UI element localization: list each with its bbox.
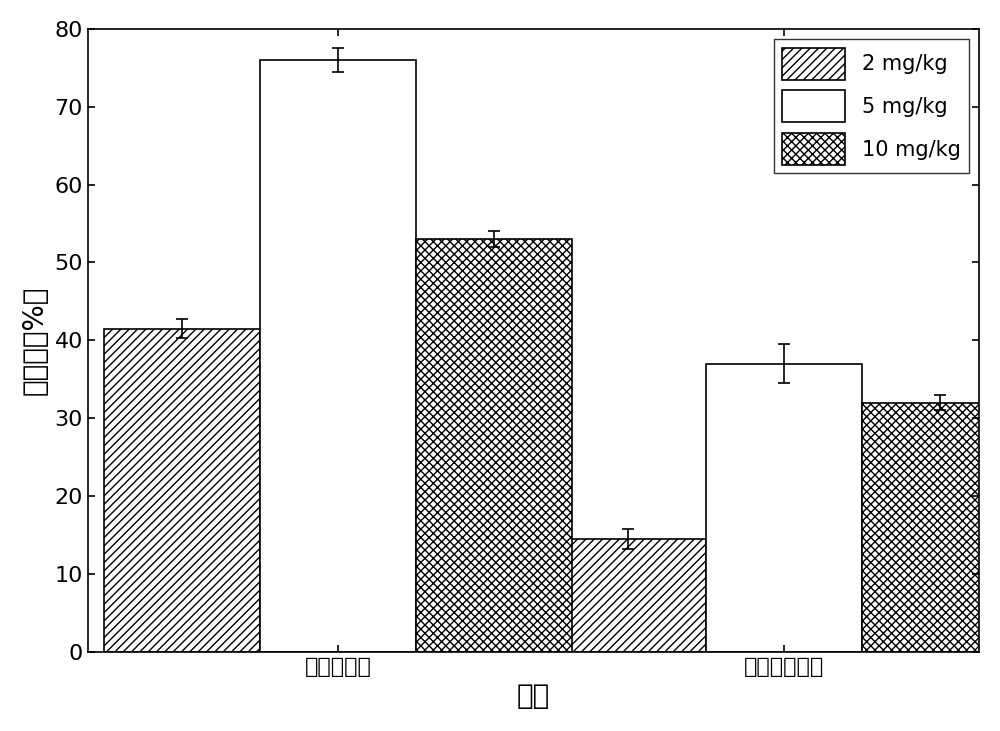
Bar <box>706 363 862 652</box>
Y-axis label: 降解率（%）: 降解率（%） <box>21 286 49 395</box>
Bar <box>104 329 260 652</box>
Bar <box>862 403 1000 652</box>
Legend: 2 mg/kg, 5 mg/kg, 10 mg/kg: 2 mg/kg, 5 mg/kg, 10 mg/kg <box>774 39 969 173</box>
Bar <box>550 539 706 652</box>
X-axis label: 菌株: 菌株 <box>517 682 550 711</box>
Bar <box>416 239 572 652</box>
Bar <box>260 60 416 652</box>
